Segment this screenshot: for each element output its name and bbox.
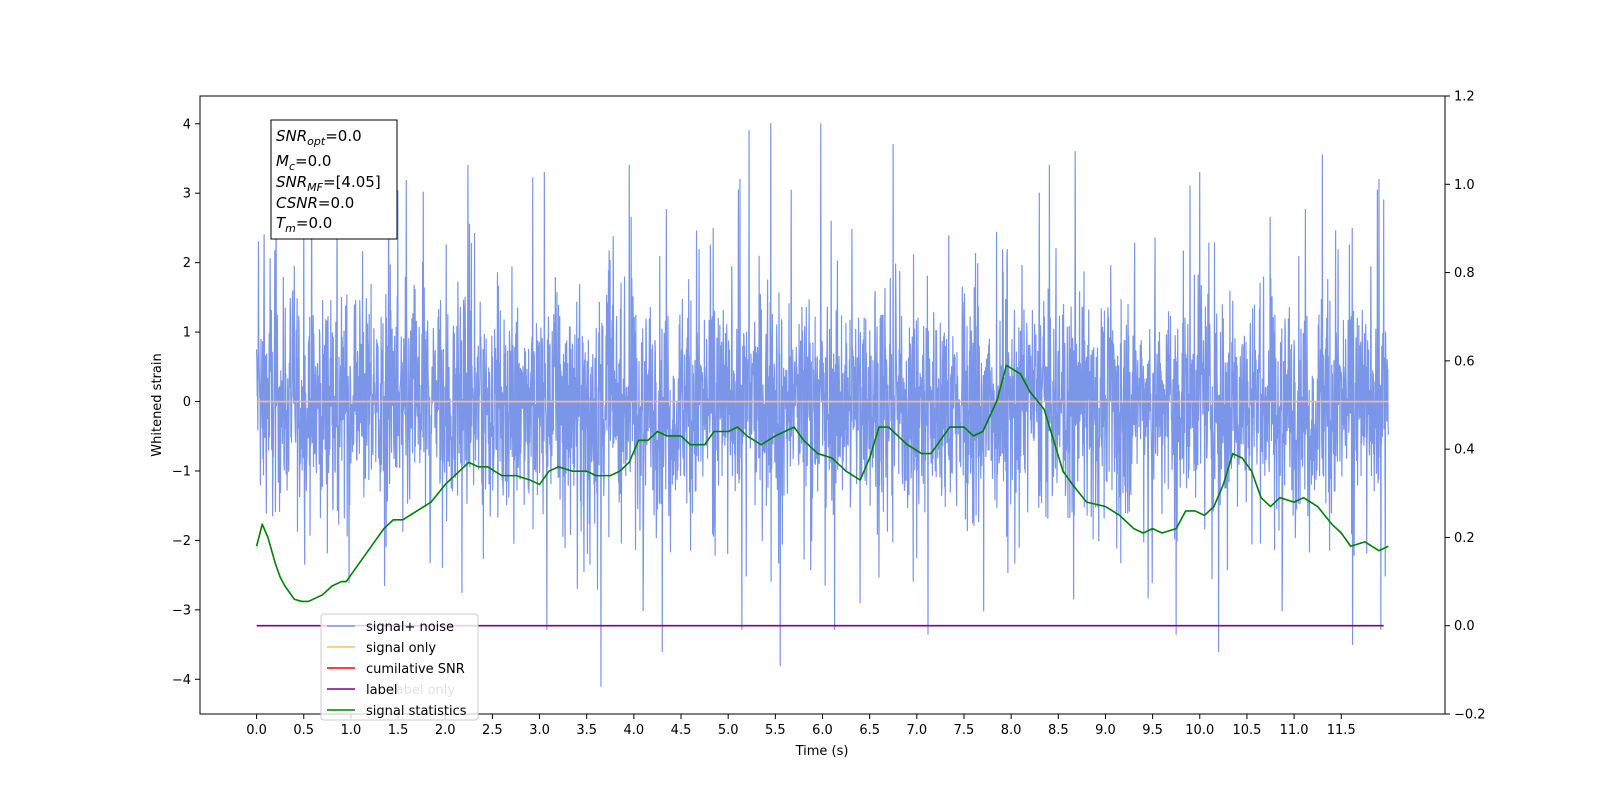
annotation-box: SNRopt=0.0 Mc=0.0 SNRMF=[4.05] CSNR=0.0 … <box>270 119 398 240</box>
x-tick-label: 6.5 <box>859 723 880 738</box>
x-tick-label: 10.5 <box>1232 723 1261 738</box>
y-tick-label: 2 <box>183 256 191 271</box>
x-tick-label: 7.5 <box>954 723 975 738</box>
signal-noise-line <box>255 123 1390 687</box>
annotation-frame <box>270 119 398 240</box>
x-tick-label: 2.0 <box>435 723 456 738</box>
x-tick-label: 5.0 <box>718 723 739 738</box>
x-tick-label: 7.0 <box>906 723 927 738</box>
annotation-tm: Tm=0.0 <box>276 214 332 235</box>
y2-tick-label: −0.2 <box>1454 708 1486 723</box>
x-tick-label: 6.0 <box>812 723 833 738</box>
y-tick-label: −4 <box>172 673 191 688</box>
y-axis-right: 1.2 1.0 0.8 0.6 0.4 0.2 0.0 −0.2 <box>1445 90 1486 723</box>
annotation-snr-mf: SNRMF=[4.05] <box>276 173 381 194</box>
y-tick-label: −2 <box>172 534 191 549</box>
x-tick-label: 0.5 <box>293 723 314 738</box>
x-tick-label: 8.5 <box>1048 723 1069 738</box>
x-tick-label: 9.0 <box>1095 723 1116 738</box>
y-tick-label: 4 <box>183 117 191 132</box>
x-tick-label: 11.5 <box>1327 723 1356 738</box>
x-axis: 0.0 0.5 1.0 1.5 2.0 2.5 3.0 3.5 4.0 4.5 5.0 5.5 6.0 6… <box>246 714 1356 738</box>
y-tick-label: −1 <box>172 464 191 479</box>
x-tick-label: 3.0 <box>529 723 550 738</box>
annotation-snr-opt: SNRopt=0.0 <box>276 127 362 148</box>
legend-label-signal-statistics: signal statistics <box>366 704 467 719</box>
legend-label-signal-noise: signal+ noise <box>366 620 454 635</box>
x-axis-label: Time (s) <box>795 744 849 759</box>
legend: signal+ noise signal only cumilative SNR… <box>320 613 479 721</box>
y-axis-left: 4 3 2 1 0 −1 −2 −3 −4 <box>172 117 200 688</box>
y2-tick-label: 0.8 <box>1454 266 1475 281</box>
annotation-csnr: CSNR=0.0 <box>276 194 354 212</box>
x-tick-label: 8.0 <box>1001 723 1022 738</box>
x-tick-label: 3.5 <box>576 723 597 738</box>
legend-label-label: label <box>366 683 397 698</box>
x-tick-label: 4.0 <box>624 723 645 738</box>
x-tick-label: 1.0 <box>341 723 362 738</box>
annotation-mc: Mc=0.0 <box>276 152 331 173</box>
x-tick-label: 1.5 <box>388 723 409 738</box>
x-tick-label: 4.5 <box>671 723 692 738</box>
y-tick-label: 1 <box>183 326 191 341</box>
y2-tick-label: 1.2 <box>1454 90 1475 105</box>
y-tick-label: 0 <box>183 395 191 410</box>
y2-tick-label: 0.4 <box>1454 443 1475 458</box>
legend-label-signal-only: signal only <box>366 641 436 656</box>
x-tick-label: 11.0 <box>1280 723 1309 738</box>
x-tick-label: 2.5 <box>482 723 503 738</box>
legend-frame <box>320 613 479 721</box>
y-tick-label: 3 <box>183 187 191 202</box>
x-tick-label: 9.5 <box>1142 723 1163 738</box>
legend-label-cumulative-snr: cumilative SNR <box>366 662 465 677</box>
legend-label-label-only: label only <box>392 683 455 698</box>
y2-tick-label: 1.0 <box>1454 178 1475 193</box>
signal-statistics-line <box>255 364 1389 603</box>
y-axis-label: Whitened strain <box>150 353 165 456</box>
x-tick-label: 10.0 <box>1185 723 1214 738</box>
y2-tick-label: 0.0 <box>1454 619 1475 634</box>
y2-tick-label: 0.2 <box>1454 531 1475 546</box>
signal-noise-series <box>255 123 1390 687</box>
y-tick-label: −3 <box>172 603 191 618</box>
x-tick-label: 0.0 <box>246 723 267 738</box>
x-tick-label: 5.5 <box>765 723 786 738</box>
y2-tick-label: 0.6 <box>1454 354 1475 369</box>
